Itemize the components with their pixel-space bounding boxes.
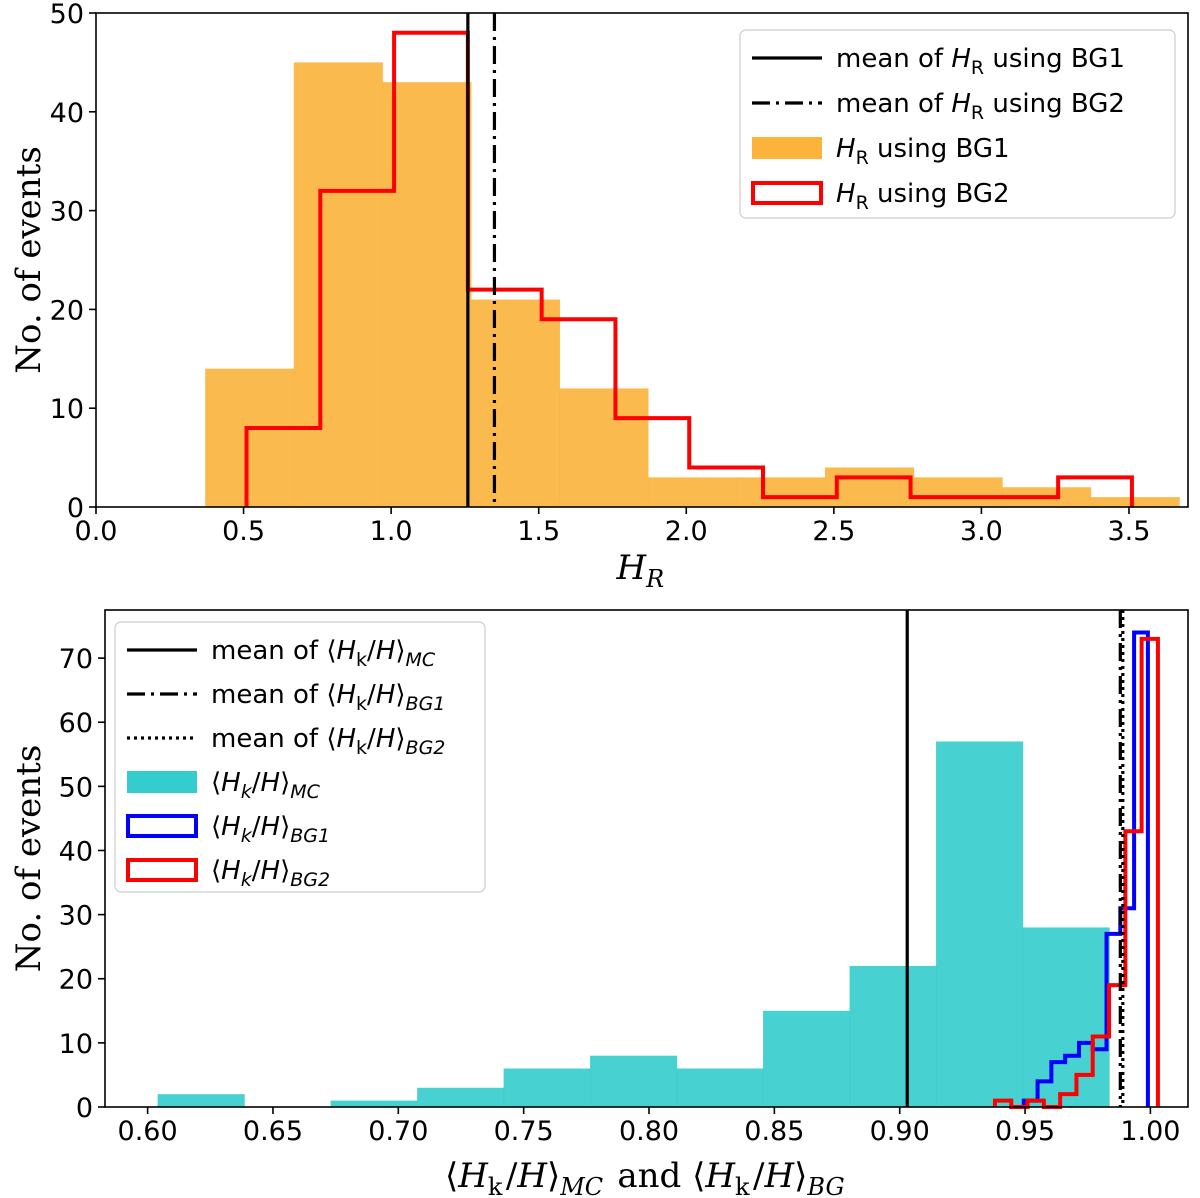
bottom-histogram-panel: 0.60 0.65 0.70 0.75 0.80 0.85 0.90 0.95 1.00 0 10 2… [9, 609, 1189, 1198]
x-tick-label: 0.80 [619, 1116, 679, 1147]
histogram-bar [382, 82, 472, 507]
x-tick-label: 0.95 [995, 1116, 1055, 1147]
legend-handle-outline [126, 858, 198, 882]
series-H_R using BG1 [205, 62, 1180, 508]
x-axis-label: ⟨Hk /H⟩MC and ⟨Hk /H⟩BG [445, 1156, 848, 1198]
legend-handle-patch [127, 771, 197, 793]
histogram-bar [736, 477, 826, 507]
histogram-bar [763, 1010, 851, 1107]
x-tick-label: 0.70 [368, 1116, 428, 1147]
y-tick-label: 10 [59, 1029, 93, 1060]
legend-label: mean of HR using BG2 [836, 89, 1125, 124]
histogram-bar [293, 62, 383, 508]
legend-box [114, 621, 486, 893]
histogram-bar [1090, 497, 1180, 507]
y-tick-label: 40 [59, 836, 93, 867]
histogram-bar [824, 467, 915, 507]
histogram-bar [503, 1068, 591, 1107]
x-tick-label: 0.5 [222, 516, 265, 547]
x-tick-label: 0.0 [75, 516, 118, 547]
legend-handle-outline [751, 181, 823, 205]
axes-frame [104, 609, 1189, 1108]
y-tick-label: 40 [50, 98, 84, 129]
step-histogram-⟨H_k/H⟩_BG1 [1010, 630, 1150, 1109]
histogram-bar [676, 1068, 764, 1107]
y-axis-label: No. of events [9, 745, 49, 973]
top-histogram-panel: 0.0 0.5 1.0 1.5 2.0 2.5 3.0 3.5 0 10 20 30 40 50 No. o… [9, 0, 1189, 593]
histogram-bar [330, 1100, 418, 1107]
legend: mean of HR using BG1 mean of HR using BG2… [739, 29, 1176, 219]
x-tick-label: 1.5 [517, 516, 560, 547]
x-tick-label: 1.0 [370, 516, 413, 547]
x-tick-label: 2.5 [812, 516, 855, 547]
y-tick-label: 0 [76, 1093, 93, 1124]
x-tick-label: 0.60 [118, 1116, 178, 1147]
histogram-bar [205, 368, 295, 507]
x-tick-label: 1.00 [1120, 1116, 1180, 1147]
legend-label: HR using BG1 [836, 134, 1010, 169]
y-tick-label: 20 [59, 965, 93, 996]
x-tick-label: 2.0 [665, 516, 708, 547]
legend-label: HR using BG2 [836, 179, 1010, 214]
y-tick-label: 0 [67, 493, 84, 524]
x-tick-label: 0.75 [494, 1116, 554, 1147]
legend-label: ⟨Hk/H⟩BG1 [211, 812, 330, 847]
y-tick-label: 30 [50, 197, 84, 228]
histogram-bar [1022, 927, 1110, 1107]
y-tick-label: 60 [59, 708, 93, 739]
histogram-bar [470, 299, 560, 507]
histogram-bar [157, 1094, 245, 1107]
legend-label: mean of ⟨Hk/H⟩BG1 [211, 680, 445, 715]
histogram-bar [936, 741, 1024, 1107]
x-axis-label: HR [615, 548, 667, 593]
histogram-bar [913, 477, 1003, 507]
legend-label: ⟨Hk/H⟩BG2 [211, 856, 330, 891]
x-tick-label: 3.0 [960, 516, 1003, 547]
axes-frame [95, 12, 1189, 508]
legend-label: mean of HR using BG1 [836, 44, 1125, 79]
y-axis-label: No. of events [9, 146, 49, 374]
x-tick-label: 0.90 [870, 1116, 930, 1147]
legend-label: mean of ⟨Hk/H⟩BG2 [211, 724, 445, 759]
legend-label: ⟨Hk/H⟩MC [211, 768, 321, 803]
x-tick-label: 3.5 [1107, 516, 1150, 547]
x-tick-label: 0.65 [243, 1116, 303, 1147]
y-tick-label: 10 [50, 394, 84, 425]
legend-handle-outline [126, 814, 198, 838]
legend-handle-patch [752, 137, 822, 159]
histogram-bar [647, 477, 738, 507]
y-tick-label: 50 [50, 0, 84, 30]
y-tick-label: 70 [59, 644, 93, 675]
histogram-bar [849, 965, 937, 1107]
histogram-bar [590, 1055, 678, 1107]
y-tick-label: 20 [50, 295, 84, 326]
y-tick-label: 50 [59, 772, 93, 803]
series-⟨H_k/H⟩_MC [157, 741, 1110, 1107]
y-tick-label: 30 [59, 901, 93, 932]
x-tick-label: 0.85 [744, 1116, 804, 1147]
step-histogram-H_R using BG2 [244, 30, 1134, 507]
histogram-bar [417, 1087, 505, 1107]
legend-box [739, 29, 1176, 219]
legend: mean of ⟨Hk/H⟩MC mean of ⟨Hk/H⟩BG1 mean of… [114, 621, 486, 893]
histogram-bar [559, 388, 649, 507]
legend-label: mean of ⟨Hk/H⟩MC [211, 636, 436, 671]
